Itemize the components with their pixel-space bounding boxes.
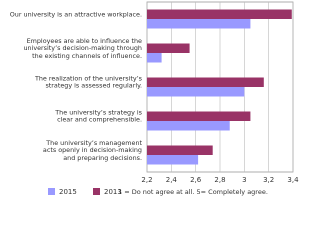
x-tick-label: 2,6	[190, 176, 202, 184]
bar	[147, 155, 199, 165]
bar	[147, 111, 251, 121]
y-tick-label: Employees are able to influence the univ…	[23, 36, 142, 60]
y-tick-label: The university’s strategy is clear and c…	[55, 108, 142, 124]
bar	[147, 9, 292, 19]
legend-swatch	[93, 188, 100, 195]
x-tick-label: 3,2	[263, 176, 274, 184]
note: 1 = Do not agree at all. 5= Completely a…	[118, 188, 268, 196]
x-tick-label: 2,2	[141, 176, 152, 184]
page: 1 = Do not agree at all. 5= Completely a…	[9, 1, 299, 196]
bar	[147, 53, 162, 63]
x-tick-label: 2,8	[214, 176, 225, 184]
bar	[147, 19, 251, 29]
bar	[147, 121, 230, 131]
legend-label: 2013	[104, 188, 122, 196]
x-tick-label: 2,4	[166, 176, 178, 184]
bar	[147, 87, 245, 97]
bar	[147, 43, 190, 53]
bar	[147, 145, 213, 155]
legend-swatch	[48, 188, 55, 195]
y-tick-label: The university’s management acts openly …	[42, 138, 142, 162]
x-tick-label: 3,4	[287, 176, 299, 184]
bar	[147, 77, 264, 87]
legend-label: 2015	[59, 188, 77, 196]
x-tick-label: 3	[242, 176, 246, 184]
y-tick-label: Our university is an attractive workplac…	[9, 10, 142, 19]
y-tick-label: The realization of the university’s stra…	[34, 74, 142, 90]
chart: 1 = Do not agree at all. 5= Completely a…	[48, 1, 299, 196]
